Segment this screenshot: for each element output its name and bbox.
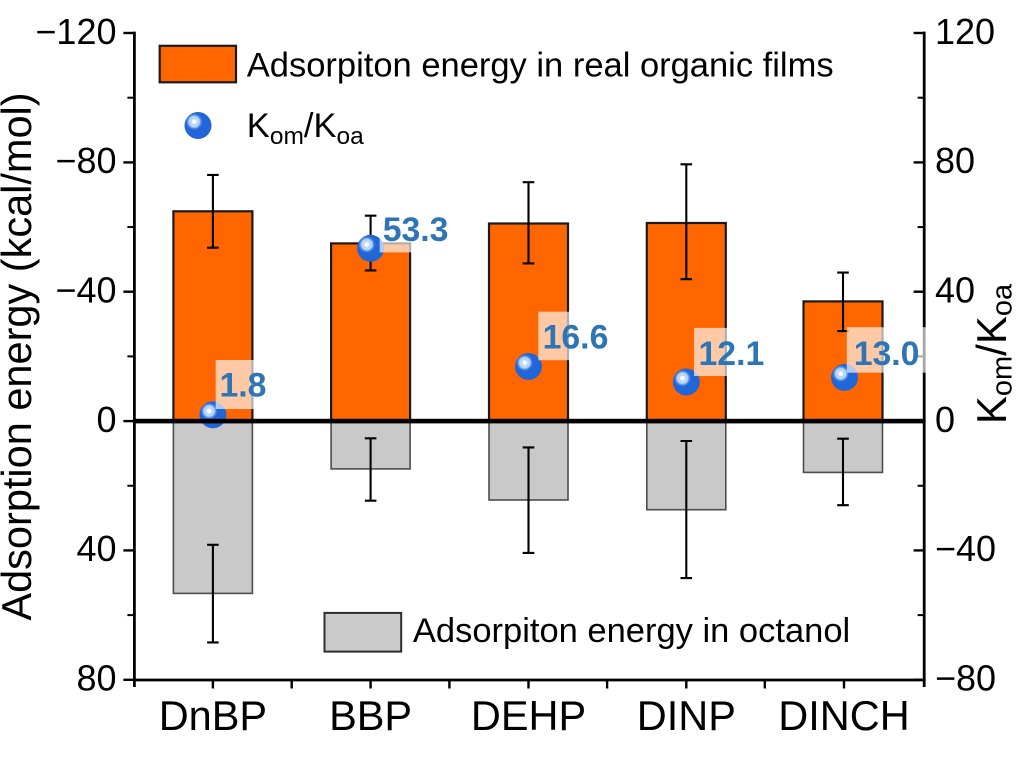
svg-text:12.1: 12.1 — [699, 335, 765, 373]
svg-text:DEHP: DEHP — [471, 692, 586, 739]
svg-text:0: 0 — [935, 399, 955, 440]
svg-text:−40: −40 — [935, 528, 996, 569]
svg-text:Adsorpiton energy in real orga: Adsorpiton energy in real organic films — [247, 47, 834, 85]
svg-text:Adsorpiton energy in octanol: Adsorpiton energy in octanol — [413, 612, 850, 650]
svg-text:−80: −80 — [55, 140, 116, 181]
svg-text:DINP: DINP — [637, 692, 736, 739]
svg-text:BBP: BBP — [329, 692, 412, 739]
svg-text:DnBP: DnBP — [159, 692, 267, 739]
svg-text:−120: −120 — [35, 11, 116, 52]
svg-text:16.6: 16.6 — [543, 318, 609, 356]
svg-text:0: 0 — [96, 399, 116, 440]
svg-text:13.0: 13.0 — [854, 335, 920, 373]
svg-text:1.8: 1.8 — [220, 367, 267, 405]
svg-text:40: 40 — [76, 528, 116, 569]
svg-text:−40: −40 — [55, 270, 116, 311]
svg-text:DINCH: DINCH — [778, 692, 909, 739]
svg-text:Kom/Koa: Kom/Koa — [968, 283, 1019, 424]
svg-text:40: 40 — [935, 270, 975, 311]
svg-text:80: 80 — [935, 140, 975, 181]
svg-text:80: 80 — [76, 658, 116, 699]
svg-text:53.3: 53.3 — [383, 211, 449, 249]
svg-text:Adsorption energy (kcal/mol): Adsorption energy (kcal/mol) — [0, 92, 40, 620]
svg-text:120: 120 — [935, 11, 995, 52]
svg-text:−80: −80 — [935, 658, 996, 699]
